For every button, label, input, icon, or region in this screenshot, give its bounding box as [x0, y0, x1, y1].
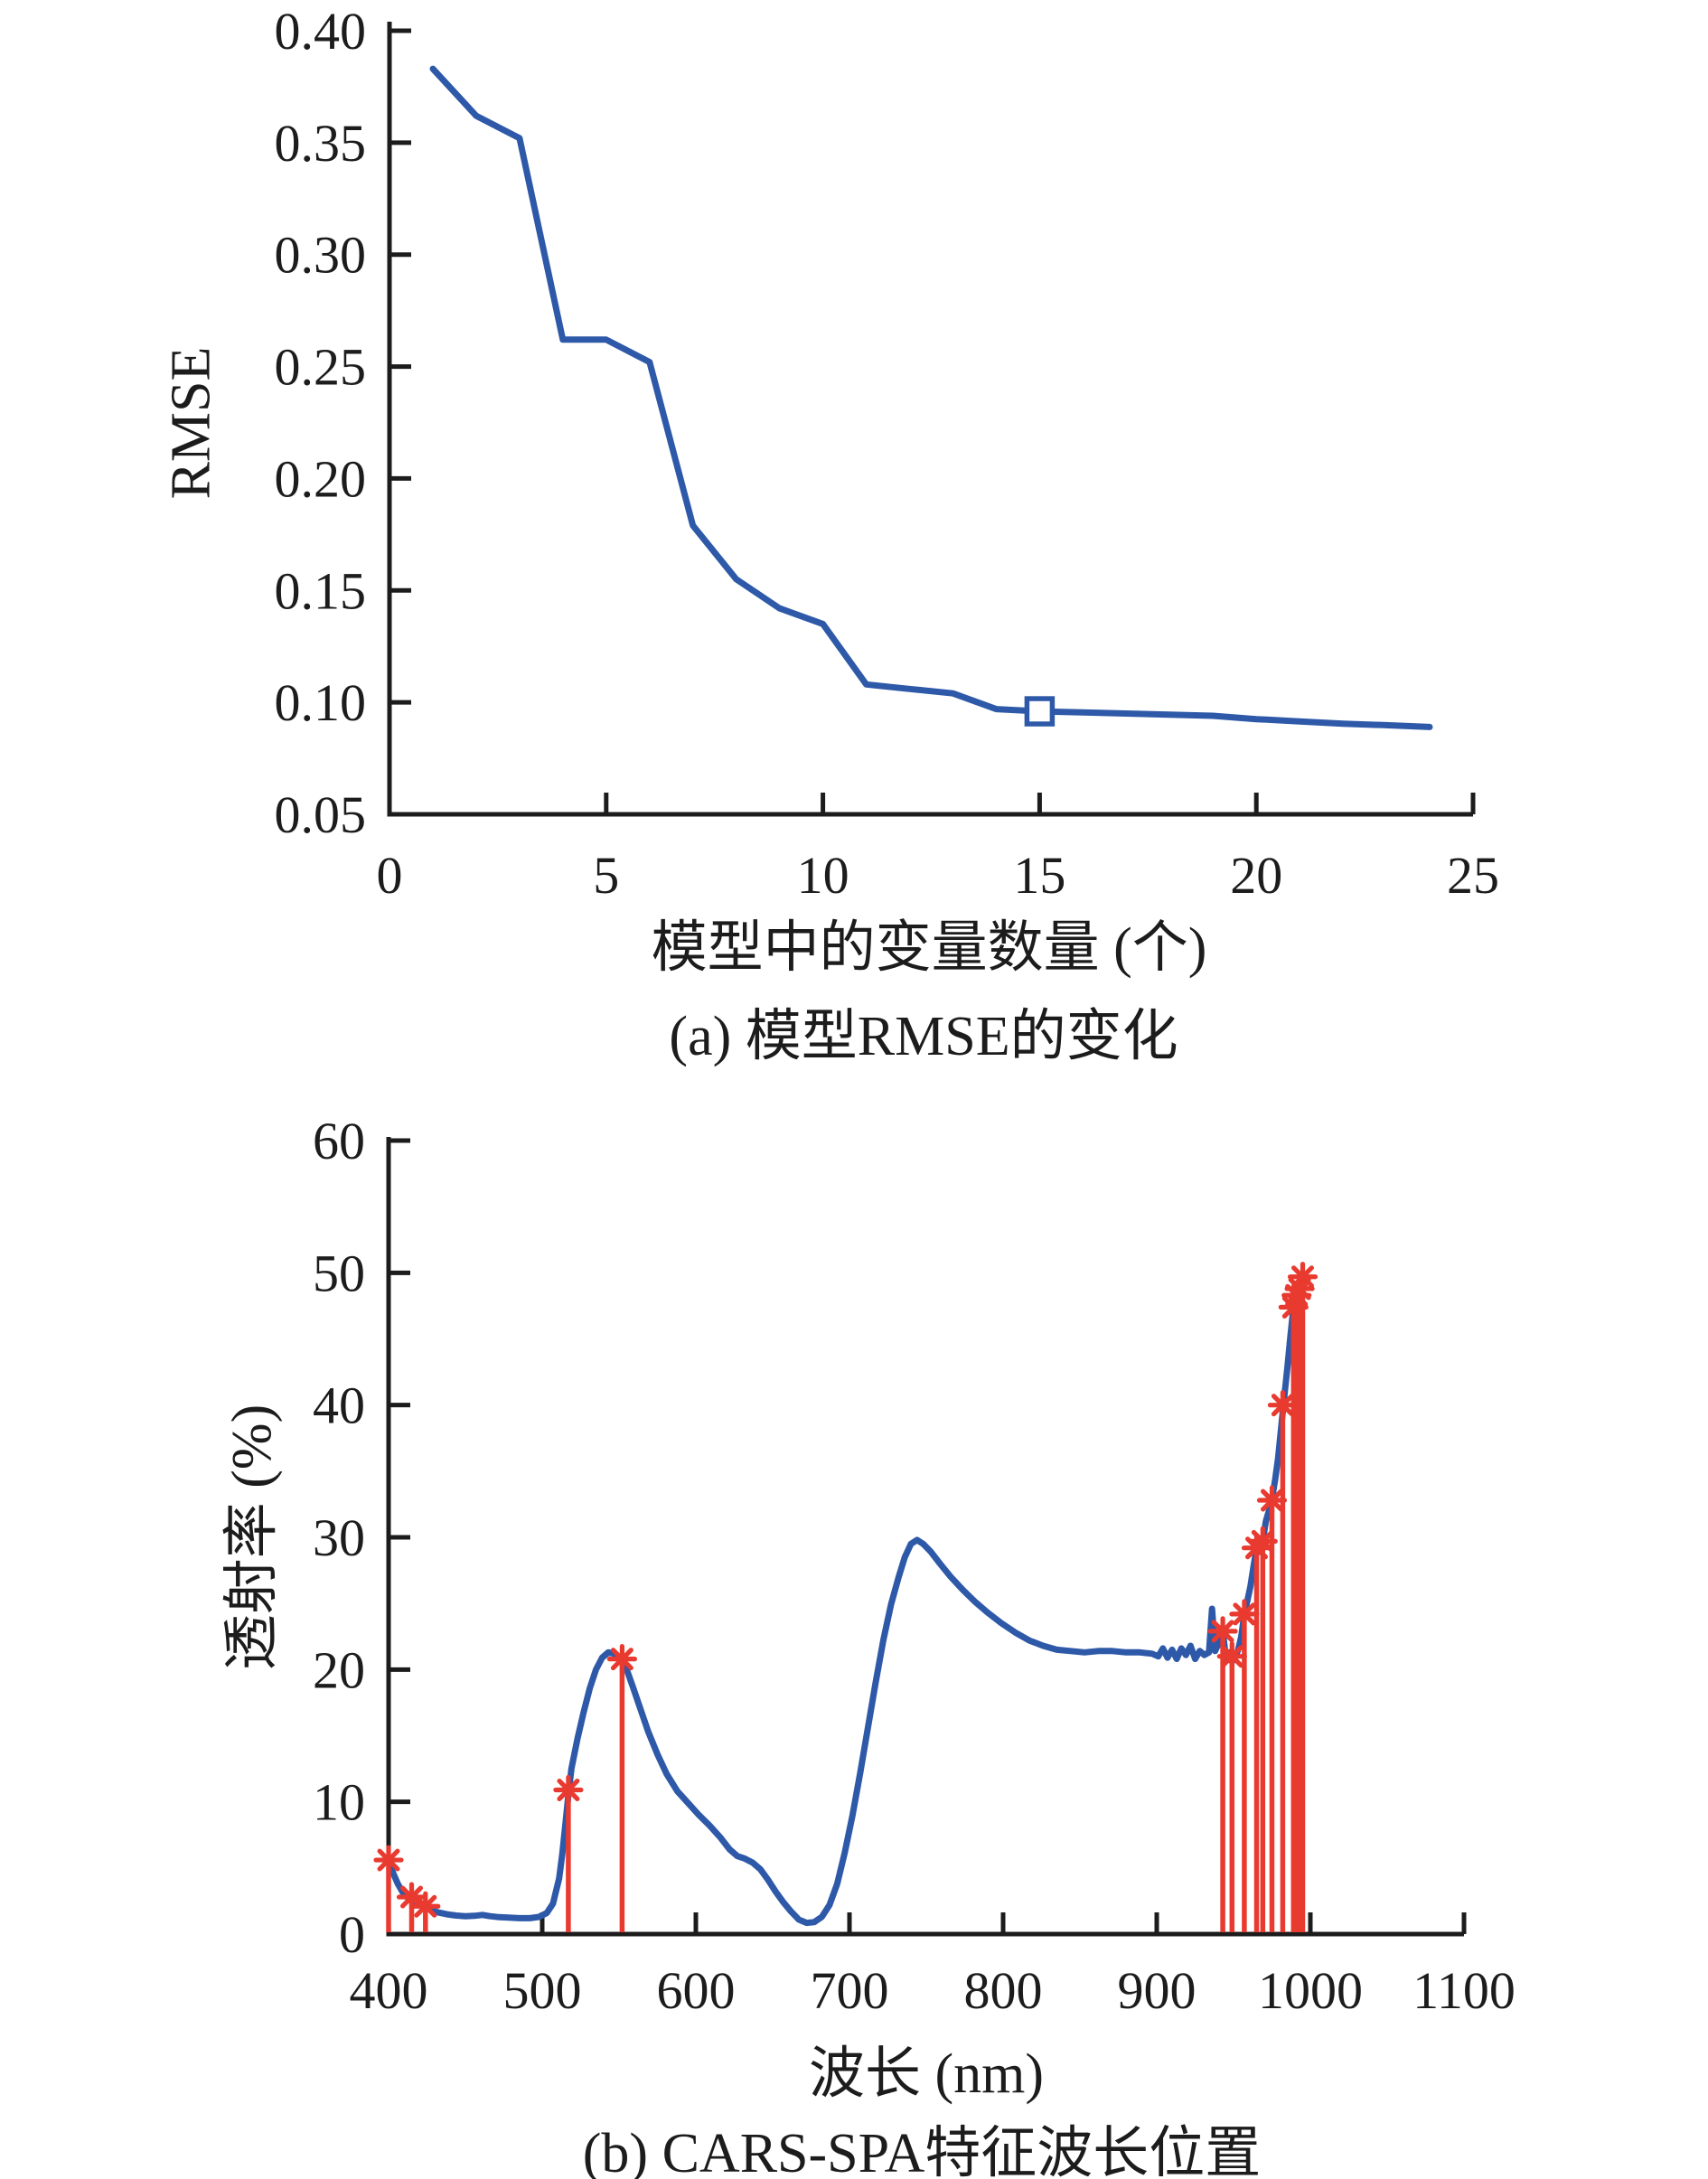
chart-b-x-tick-label: 600 — [657, 1961, 736, 2020]
chart-a-x-axis-title: 模型中的变量数量 (个) — [651, 917, 1207, 979]
chart-b-selected-wavelength-stems — [373, 1262, 1319, 1932]
chart-b-y-tick-label: 20 — [313, 1640, 365, 1699]
chart-a-x-tick-label: 5 — [593, 846, 619, 905]
chart-b-y-tick-label: 30 — [313, 1508, 365, 1567]
chart-a: 0 5 10 15 20 25 0.05 0.10 0.15 0.20 0.25 0.30 0.35 0.… — [275, 2, 1500, 905]
chart-a-curve — [429, 65, 1433, 730]
chart-a-y-tick-label: 0.20 — [275, 449, 367, 508]
chart-a-y-tick-label: 0.05 — [275, 785, 367, 844]
chart-b-x-tick-label: 700 — [811, 1961, 889, 2020]
chart-b-x-tick-label: 1100 — [1412, 1961, 1516, 2020]
chart-a-y-tick-label: 0.15 — [275, 561, 367, 620]
chart-a-axes: 0 5 10 15 20 25 0.05 0.10 0.15 0.20 0.25 0.30 0.35 0.… — [275, 2, 1500, 905]
chart-b-x-tick-label: 1000 — [1258, 1961, 1363, 2020]
chart-b-x-tick-label: 800 — [964, 1961, 1043, 2020]
chart-b: 400 500 600 700 800 900 1000 1100 0 10 20 30 40 50 60 — [313, 1112, 1516, 2020]
chart-a-selected-point-marker — [1024, 696, 1056, 727]
chart-b-axes: 400 500 600 700 800 900 1000 1100 0 10 20 30 40 50 60 — [313, 1112, 1516, 2020]
chart-b-caption: (b) CARS-SPA特征波长位置 — [582, 2123, 1262, 2179]
chart-a-x-tick-label: 0 — [377, 846, 403, 905]
chart-b-curve — [385, 1273, 1308, 1927]
chart-b-x-tick-label: 400 — [350, 1961, 428, 2020]
chart-a-x-tick-label: 10 — [797, 846, 849, 905]
chart-b-x-tick-label: 500 — [503, 1961, 582, 2020]
chart-b-x-axis-title: 波长 (nm) — [808, 2043, 1045, 2105]
chart-b-y-tick-label: 10 — [313, 1773, 365, 1832]
chart-a-y-tick-label: 0.30 — [275, 226, 367, 285]
chart-b-x-tick-label: 900 — [1118, 1961, 1197, 2020]
chart-a-y-axis-title: RMSE — [160, 346, 222, 500]
chart-a-y-tick-label: 0.25 — [275, 338, 367, 397]
chart-b-y-tick-label: 60 — [313, 1112, 365, 1170]
chart-b-y-tick-label: 0 — [339, 1905, 365, 1964]
chart-a-y-tick-label: 0.35 — [275, 114, 367, 173]
chart-a-x-tick-label: 15 — [1013, 846, 1065, 905]
chart-a-y-tick-label: 0.10 — [275, 673, 367, 732]
chart-b-y-tick-label: 40 — [313, 1376, 365, 1435]
chart-a-x-tick-label: 25 — [1447, 846, 1499, 905]
chart-a-x-tick-label: 20 — [1230, 846, 1282, 905]
chart-b-y-axis-title: 透射率 (%) — [221, 1404, 283, 1671]
chart-b-y-tick-label: 50 — [313, 1244, 365, 1302]
chart-a-caption: (a) 模型RMSE的变化 — [669, 1006, 1178, 1067]
chart-a-y-tick-label: 0.40 — [275, 2, 367, 61]
